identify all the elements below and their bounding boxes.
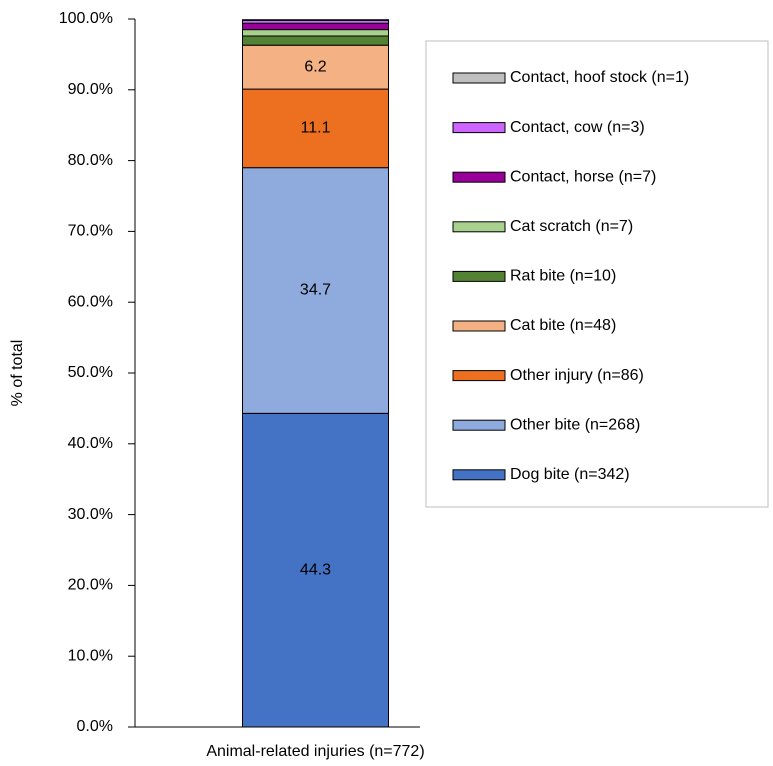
- legend-swatch: [452, 122, 506, 134]
- bar-segment: [242, 412, 389, 728]
- legend-label: Contact, cow (n=3): [510, 119, 645, 136]
- y-tick-label: 50.0%: [68, 364, 113, 381]
- legend-swatch: [452, 370, 506, 382]
- legend-swatch: [452, 270, 506, 282]
- y-tick-label: 90.0%: [68, 81, 113, 98]
- y-tick-label: 30.0%: [68, 506, 113, 523]
- legend-swatch: [452, 419, 506, 431]
- legend-swatch: [452, 171, 506, 183]
- y-tick-label: 40.0%: [68, 435, 113, 452]
- legend-label: Cat bite (n=48): [510, 317, 616, 334]
- y-tick-label: 60.0%: [68, 293, 113, 310]
- legend-label: Contact, hoof stock (n=1): [510, 69, 689, 86]
- y-tick-label: 100.0%: [59, 10, 113, 27]
- legend-swatch: [452, 320, 506, 332]
- legend-label: Rat bite (n=10): [510, 268, 616, 285]
- legend-label: Other bite (n=268): [510, 416, 640, 433]
- legend-label: Cat scratch (n=7): [510, 218, 633, 235]
- data-label: 34.7: [300, 282, 331, 299]
- legend-swatch: [452, 469, 506, 481]
- legend-swatch: [452, 221, 506, 233]
- y-tick-label: 80.0%: [68, 152, 113, 169]
- bar-segment: [242, 19, 389, 21]
- x-tick-label: Animal-related injuries (n=772): [206, 743, 424, 760]
- bar-segment: [242, 167, 389, 414]
- y-axis-title: % of total: [9, 340, 26, 407]
- y-tick-label: 70.0%: [68, 223, 113, 240]
- legend-swatch: [452, 72, 506, 84]
- y-tick-label: 20.0%: [68, 577, 113, 594]
- legend-label: Other injury (n=86): [510, 367, 644, 384]
- bar-segment: [242, 29, 389, 37]
- y-tick-label: 10.0%: [68, 647, 113, 664]
- data-label: 11.1: [301, 120, 331, 137]
- data-label: 44.3: [300, 561, 331, 578]
- bar-segment: [242, 22, 389, 31]
- bar-segment: [242, 44, 389, 90]
- legend-label: Contact, horse (n=7): [510, 168, 656, 185]
- bar-segment: [242, 88, 389, 169]
- data-label: 6.2: [304, 58, 326, 75]
- bar-segment: [242, 35, 389, 46]
- legend-label: Dog bite (n=342): [510, 466, 630, 483]
- y-tick-label: 0.0%: [77, 718, 113, 735]
